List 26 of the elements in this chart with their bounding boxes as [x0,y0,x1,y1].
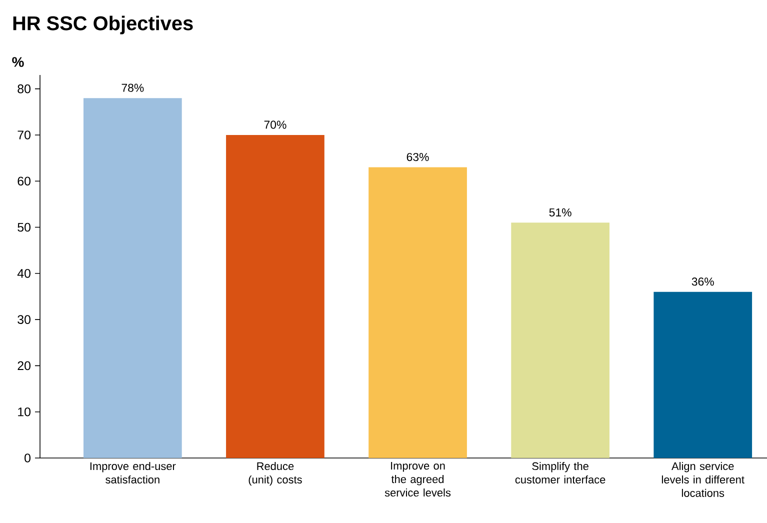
data-label: 78% [122,84,144,92]
data-label: 51% [549,208,572,216]
y-tick-label: 0 [24,454,30,462]
chart-title: HR SSC Objectives [13,16,193,34]
data-label: 63% [406,152,429,162]
x-tick-label: Reduce (unit) costs [248,462,302,486]
y-tick-label: 30 [18,315,30,324]
y-tick-label: 70 [18,130,30,140]
x-tick-label: Align service levels in different locations [662,462,744,497]
data-label: 36% [692,278,714,286]
bar [83,98,182,458]
bar [368,167,467,458]
y-tick-label: 20 [18,361,30,370]
data-label: 70% [264,120,286,129]
x-tick-label: Improve on the agreed service levels [384,462,451,497]
bar [226,134,324,458]
bar [511,222,610,458]
y-tick-label: 40 [17,269,30,278]
y-axis-title: % [12,57,24,67]
y-tick-label: 10 [18,407,30,416]
y-tick-label: 80 [18,84,30,94]
y-tick-label: 50 [18,222,30,232]
x-tick-label: Simplify the customer interface [515,462,606,484]
bar [654,292,752,458]
x-tick-label: Improve end-user satisfaction [90,462,176,484]
y-tick-label: 60 [18,176,30,186]
